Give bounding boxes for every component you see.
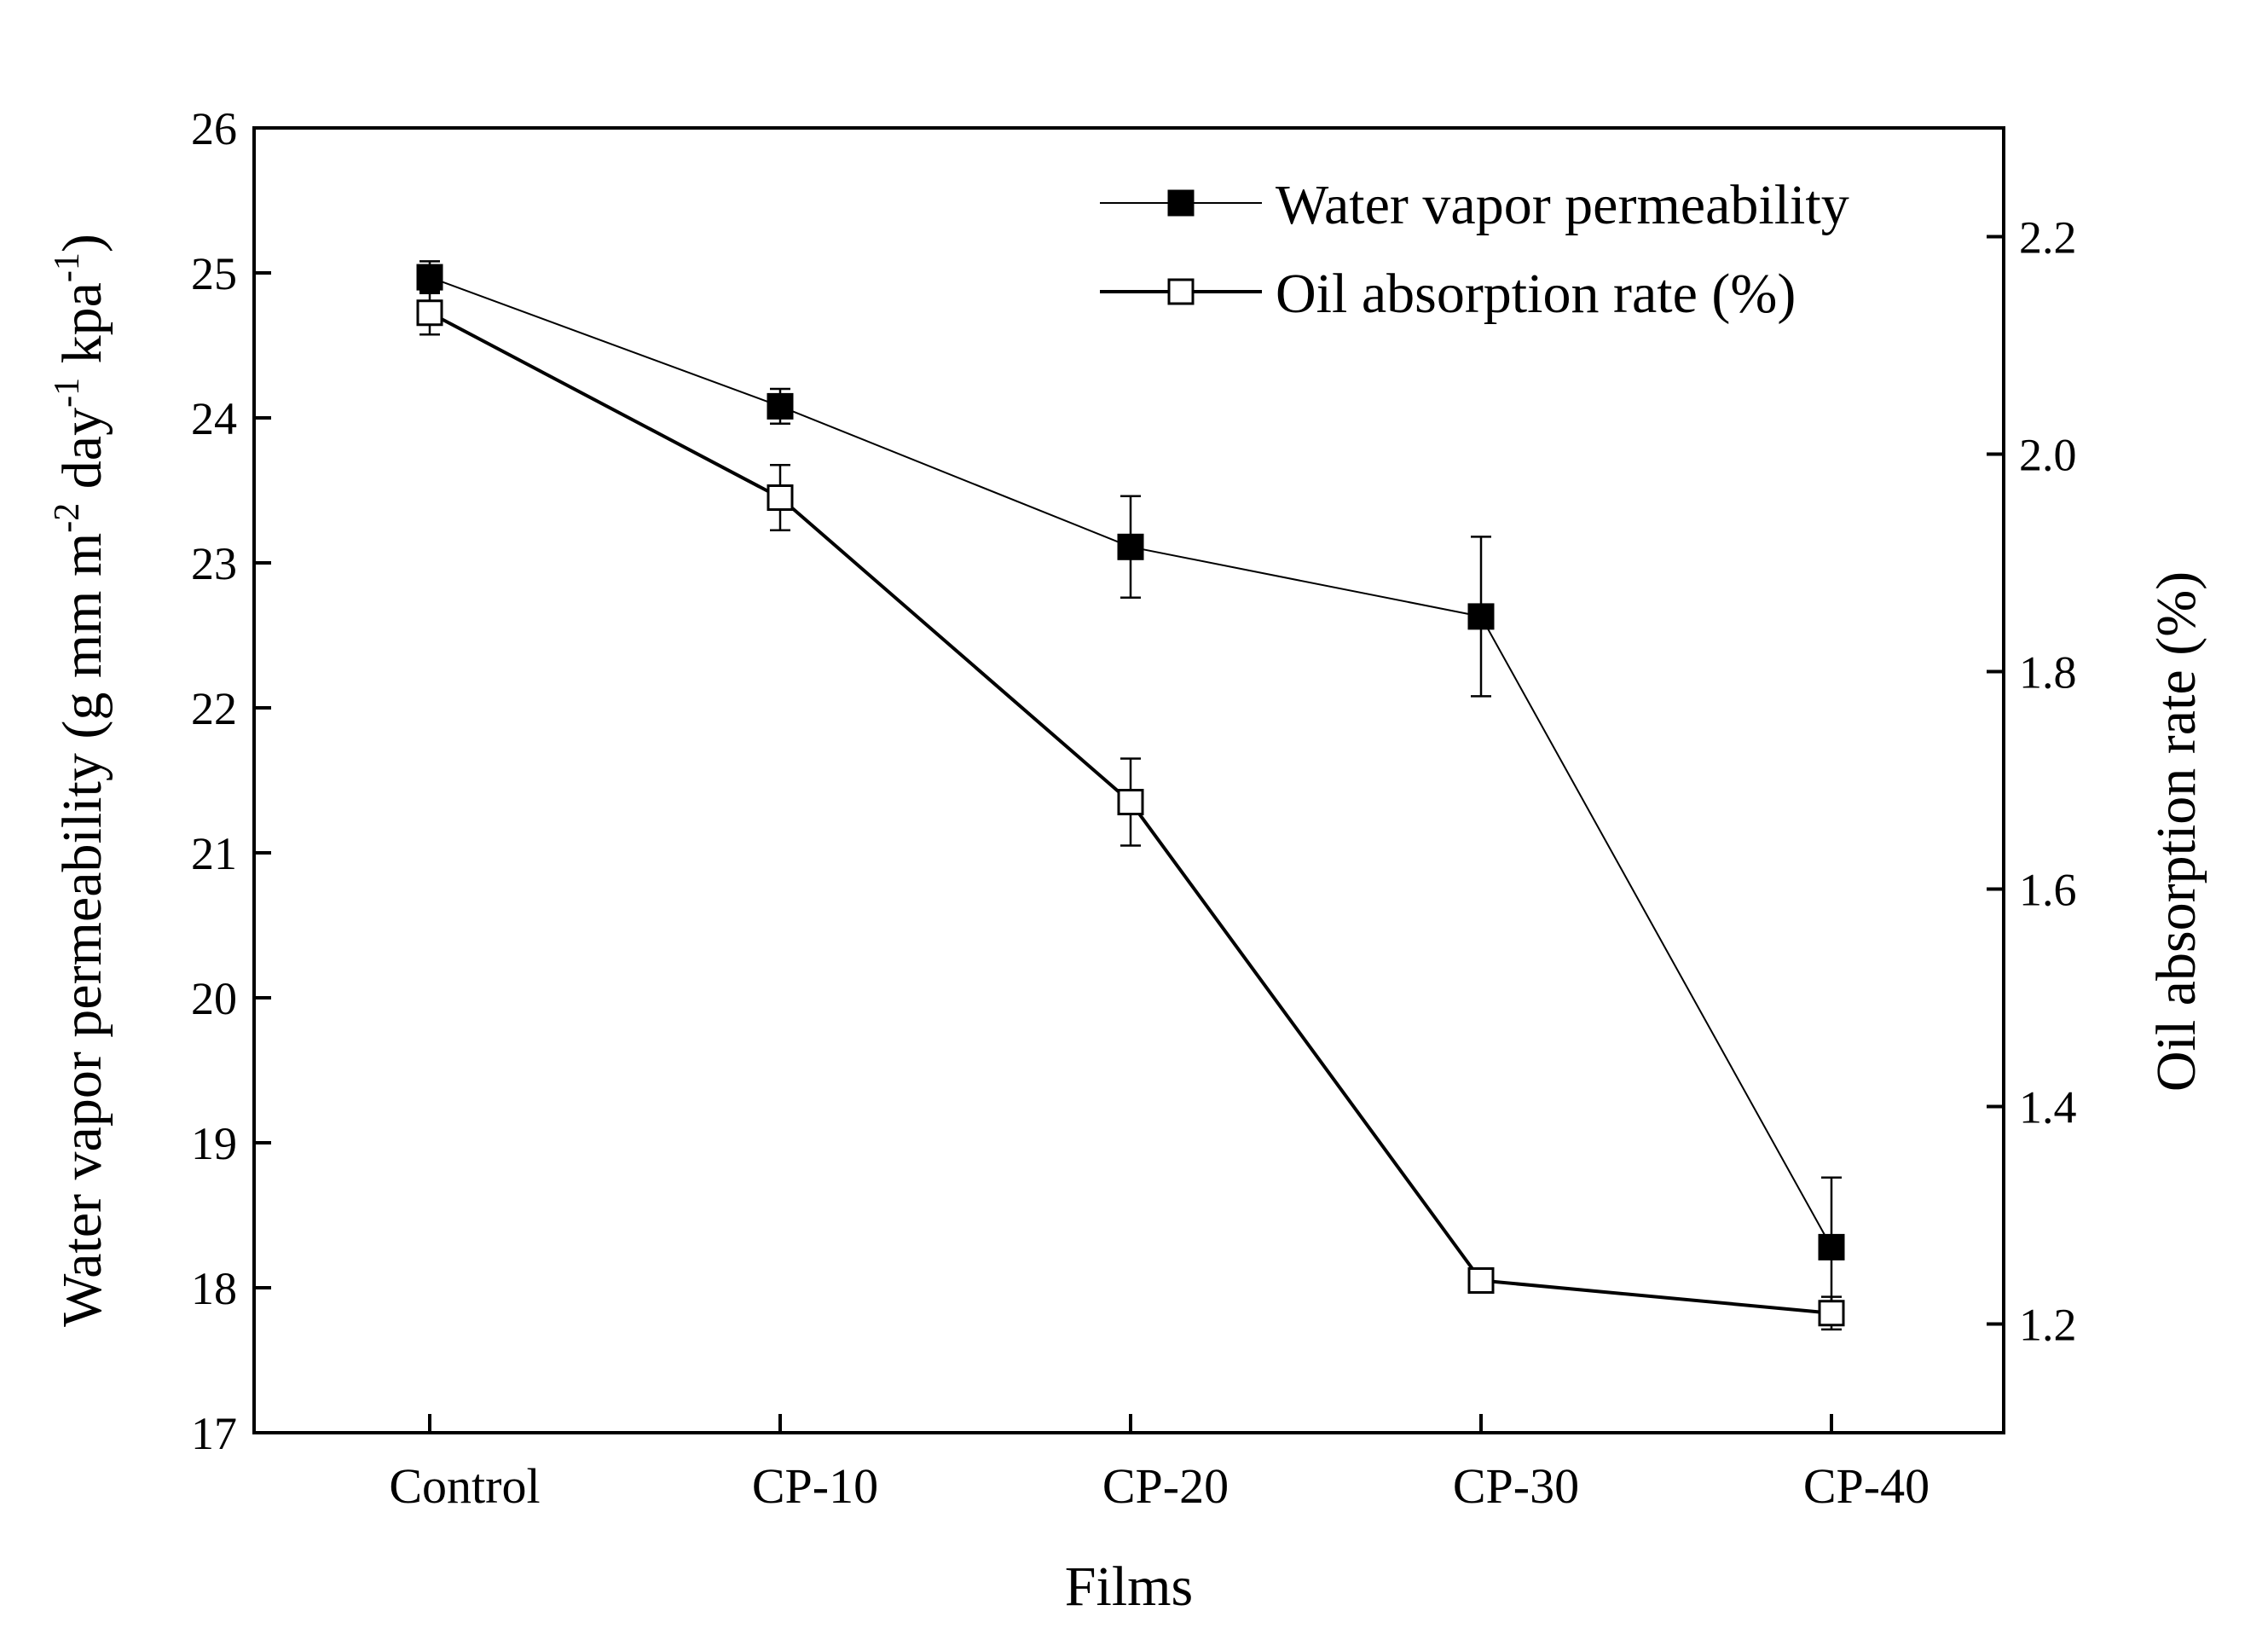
left-tick-label: 25: [191, 248, 237, 299]
y-axis-title-sup-2: -1: [48, 378, 87, 408]
legend-label-oil: Oil absorption rate (%): [1276, 263, 1796, 325]
data-point: [1467, 603, 1495, 630]
left-tick-label: 21: [191, 828, 237, 879]
y-axis-title: Water vapor permeability (g mm m-2 day-1…: [48, 234, 113, 1327]
right-tick-label: 2.0: [2019, 430, 2077, 481]
x-axis-title: Films: [1065, 1556, 1193, 1618]
legend-label-wvp: Water vapor permeability: [1276, 174, 1849, 236]
legend: Water vapor permeability Oil absorption …: [1100, 174, 1849, 325]
left-tick-label: 17: [191, 1408, 237, 1459]
left-tick-label: 18: [191, 1263, 237, 1314]
right-tick-label: 1.8: [2019, 647, 2077, 698]
data-point: [767, 484, 794, 511]
series-water-vapor-permeability: [416, 260, 1845, 1318]
y2-axis-title: Oil absorption rate (%): [2145, 571, 2207, 1092]
series-oil-absorption-rate: [416, 290, 1845, 1331]
x-axis-ticks: Control CP-10 CP-20 CP-30 CP-40: [389, 1414, 1930, 1514]
data-point: [416, 299, 443, 327]
x-tick-label: Control: [389, 1458, 540, 1514]
left-tick-label: 26: [191, 103, 237, 154]
y-axis-title-mid-2: kpa: [51, 282, 113, 378]
legend-marker-oil: [1167, 278, 1195, 305]
right-axis-ticks: 1.2 1.4 1.6 1.8 2.0 2.2: [1987, 212, 2077, 1351]
right-tick-label: 1.4: [2019, 1082, 2077, 1133]
left-tick-label: 24: [191, 393, 237, 444]
right-tick-label: 1.6: [2019, 865, 2077, 916]
legend-marker-wvp: [1167, 189, 1195, 217]
right-tick-label: 2.2: [2019, 212, 2077, 264]
y-axis-title-end: ): [51, 234, 113, 252]
y-axis-title-sup-1: -2: [48, 503, 87, 533]
x-tick-label: CP-40: [1803, 1458, 1930, 1514]
left-tick-label: 23: [191, 538, 237, 589]
data-point: [1117, 533, 1144, 560]
data-point: [1117, 789, 1144, 815]
left-tick-label: 19: [191, 1118, 237, 1169]
right-tick-label: 1.2: [2019, 1300, 2077, 1351]
x-tick-label: CP-20: [1102, 1458, 1229, 1514]
left-tick-label: 20: [191, 973, 237, 1024]
series-layer: [416, 260, 1845, 1331]
data-point: [1818, 1300, 1845, 1327]
x-tick-label: CP-10: [752, 1458, 878, 1514]
x-tick-label: CP-30: [1453, 1458, 1579, 1514]
left-tick-label: 22: [191, 683, 237, 734]
data-point: [416, 264, 443, 291]
y-axis-title-mid-1: day: [51, 408, 113, 503]
data-point: [1818, 1233, 1845, 1260]
y-axis-title-main: Water vapor permeability (g mm m: [51, 533, 113, 1327]
data-point: [1467, 1267, 1495, 1294]
y-axis-title-sup-3: -1: [48, 252, 87, 282]
left-axis-ticks: 17 18 19 20 21 22 23 24 25 26: [191, 103, 271, 1459]
data-point: [767, 392, 794, 420]
